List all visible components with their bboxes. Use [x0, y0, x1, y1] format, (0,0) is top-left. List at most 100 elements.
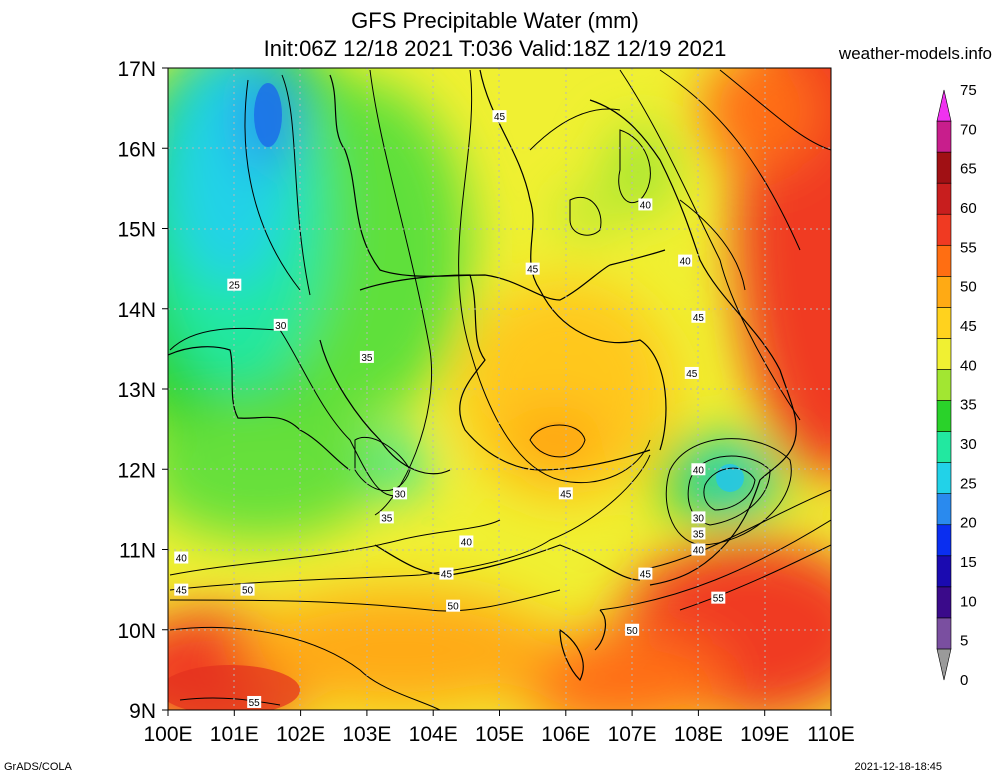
contour-label-bg — [273, 318, 288, 331]
contour-50-ne — [659, 69, 801, 251]
contour-label-bg — [558, 487, 573, 500]
contour-label: 45 — [691, 310, 706, 324]
coast-south — [374, 544, 641, 581]
border-thai-cambodia — [319, 339, 451, 475]
contour-label: 40 — [691, 543, 706, 557]
colorbar-segment — [936, 151, 952, 184]
site-label: weather-models.info — [838, 44, 992, 63]
coast-mekong-delta — [559, 628, 584, 682]
x-tick-label: 106E — [541, 723, 590, 746]
y-tick-label: 9N — [129, 700, 156, 723]
contour-label: 50 — [446, 599, 461, 613]
colorbar-segment — [936, 369, 952, 401]
y-tick-label: 17N — [117, 58, 156, 81]
contour-label-bg — [359, 350, 374, 363]
x-tick-label: 109E — [740, 723, 789, 746]
x-tick-label: 102E — [276, 723, 325, 746]
contour-label: 45 — [492, 110, 507, 123]
contour-label: 50 — [625, 623, 640, 637]
colorbar-segment — [936, 400, 952, 432]
contour-label: 40 — [459, 535, 474, 548]
contour-label-text: 40 — [693, 546, 705, 557]
contour-label-bg — [174, 551, 189, 564]
contour-label-text: 45 — [693, 313, 705, 324]
contour-label-bg — [625, 623, 640, 636]
colorbar-label: 0 — [960, 672, 968, 689]
colorbar-label: 45 — [960, 318, 977, 335]
colorbar-label: 25 — [960, 475, 977, 492]
contour-label: 35 — [691, 527, 706, 540]
border-viet — [539, 449, 651, 471]
colorbar-label: 50 — [960, 279, 977, 296]
contour-40-north — [569, 196, 602, 236]
y-axis-ticks: 17N 16N 15N 14N 13N 12N 11N 10N 9N — [117, 58, 168, 723]
contour-label-text: 45 — [560, 489, 572, 500]
y-tick-label: 10N — [117, 620, 156, 643]
contour-label-bg — [638, 567, 653, 580]
contour-25b — [281, 74, 311, 296]
contour-55-ne — [719, 69, 831, 151]
field-orange-sw — [240, 590, 560, 710]
contour-label-text: 45 — [441, 570, 453, 581]
contour-label-bg — [227, 278, 242, 291]
contour-45 — [169, 454, 651, 591]
contour-label: 45 — [638, 567, 653, 581]
contour-label: 25 — [227, 278, 242, 292]
contour-50b — [169, 626, 441, 710]
colorbar-segment — [936, 555, 952, 588]
contour-label-bg — [247, 695, 262, 708]
y-tick-label: 14N — [117, 299, 156, 322]
contour-label-text: 30 — [275, 321, 287, 332]
grid — [168, 68, 831, 710]
contour-label: 35 — [379, 511, 394, 524]
contour-label: 50 — [240, 583, 255, 597]
contour-label-text: 35 — [381, 513, 393, 524]
contour-label-bg — [711, 591, 726, 604]
colorbar-label: 70 — [960, 121, 977, 138]
contour-label-bg — [691, 511, 706, 524]
colorbar-segment — [936, 586, 952, 619]
contour-label-bg — [525, 262, 540, 275]
colorbar-segment — [936, 213, 952, 246]
colorbar-segment — [936, 431, 952, 463]
field-red-min — [168, 665, 300, 710]
field-red-east — [735, 68, 831, 480]
x-axis-ticks: 100E 101E 102E 103E 104E 105E 106E 107E 108E 109E… — [143, 710, 855, 746]
y-tick-label: 15N — [117, 219, 156, 242]
colorbar-segment — [936, 244, 952, 277]
contour-label-bg — [684, 366, 699, 379]
y-tick-label: 11N — [119, 540, 156, 563]
border-vietnam-laos — [479, 69, 667, 451]
contour-label-text: 40 — [693, 465, 705, 476]
colorbar-label: 65 — [960, 161, 977, 178]
colorbar-label: 40 — [960, 357, 977, 374]
contour-label-bg — [393, 487, 408, 500]
contour-40 — [169, 519, 501, 576]
field-layer: 45 40 40 45 25 30 45 35 45 40 30 35 45 30 35 40 40 40 45 50… — [168, 68, 831, 710]
colorbar-segment — [936, 182, 952, 215]
colorbar-label: 75 — [960, 82, 977, 99]
x-tick-label: 108E — [674, 723, 723, 746]
contour-label-text: 25 — [229, 281, 241, 292]
colorbar-label: 10 — [960, 593, 977, 610]
colorbar-label: 60 — [960, 200, 977, 217]
contour-label: 35 — [359, 350, 374, 364]
field-orange-south — [510, 630, 730, 710]
contour-label: 45 — [174, 583, 189, 597]
contour-40-east — [665, 438, 792, 546]
contour-label-text: 35 — [361, 353, 373, 364]
contour-label: 40 — [691, 463, 706, 476]
colorbar-segment — [936, 524, 952, 557]
x-tick-label: 107E — [608, 723, 657, 746]
contour-label-bg — [691, 463, 706, 476]
contour-label-bg — [691, 310, 706, 323]
contour-label-text: 40 — [680, 257, 692, 268]
contour-labels: 45 40 40 45 25 30 45 35 45 40 30 35 45 30 35 40 40 40 45 50… — [174, 110, 726, 709]
contour-50-se — [599, 519, 831, 611]
contour-label: 45 — [684, 366, 699, 380]
field-orange-max — [532, 422, 584, 458]
x-tick-label: 103E — [342, 723, 391, 746]
contour-label: 45 — [558, 487, 573, 500]
x-tick-label: 100E — [143, 723, 192, 746]
contour-label-text: 50 — [448, 602, 460, 613]
